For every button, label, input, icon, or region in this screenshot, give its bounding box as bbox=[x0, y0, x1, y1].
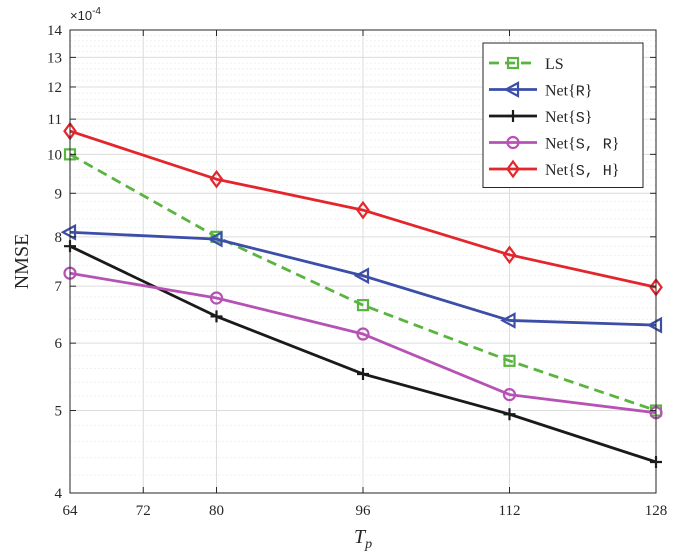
y-tick-label: 5 bbox=[55, 404, 63, 420]
series-line bbox=[69, 153, 657, 412]
series-line bbox=[69, 129, 657, 289]
data-point bbox=[353, 267, 370, 285]
legend-entry-label: LS bbox=[545, 56, 564, 73]
x-tick-label: 80 bbox=[209, 503, 224, 519]
x-tick-label: 64 bbox=[63, 503, 79, 519]
series-3 bbox=[63, 266, 663, 420]
x-tick-label: 96 bbox=[356, 503, 372, 519]
data-point bbox=[356, 299, 370, 312]
legend-marker bbox=[506, 56, 520, 70]
data-point bbox=[209, 291, 224, 305]
data-point bbox=[503, 354, 516, 367]
legend-marker bbox=[507, 110, 519, 122]
series-1 bbox=[60, 223, 663, 334]
data-point bbox=[500, 312, 516, 329]
data-point bbox=[210, 310, 223, 323]
y-axis-exponent: ×10-4 bbox=[70, 6, 101, 23]
legend-marker bbox=[503, 81, 520, 98]
series-line bbox=[69, 271, 657, 415]
y-tick-label: 6 bbox=[55, 336, 63, 352]
ticks: 64 72 80 96 112 128 4 5 6 7 8 9 10 11 12 13 14 bbox=[47, 23, 667, 519]
series-layer bbox=[60, 121, 663, 468]
data-point bbox=[357, 367, 369, 380]
legend-entry-label: Net{S} bbox=[545, 109, 592, 127]
data-point bbox=[502, 388, 517, 402]
y-tick-label: 14 bbox=[47, 23, 63, 39]
x-tick-label: 128 bbox=[645, 503, 668, 519]
y-tick-label: 10 bbox=[47, 147, 62, 163]
y-tick-label: 9 bbox=[55, 186, 63, 202]
x-tick-label: 72 bbox=[136, 503, 151, 519]
legend: LS Net{R} Net{S} Net{S, R} Net{S, H} bbox=[482, 42, 644, 188]
data-point bbox=[207, 230, 223, 248]
y-axis-label: NMSE bbox=[11, 234, 33, 290]
legend-marker bbox=[506, 159, 520, 179]
legend-entry-label: Net{S, H} bbox=[545, 162, 619, 180]
data-point bbox=[356, 200, 370, 220]
legend-marker bbox=[506, 135, 520, 150]
data-point bbox=[60, 223, 77, 241]
data-point bbox=[503, 408, 516, 421]
data-point bbox=[356, 327, 370, 341]
data-point bbox=[502, 245, 517, 265]
series-line bbox=[69, 230, 657, 327]
y-tick-label: 8 bbox=[55, 230, 63, 246]
legend-entry-label: Net{S, R} bbox=[545, 136, 619, 154]
y-tick-label: 7 bbox=[55, 279, 63, 295]
x-tick-label: 112 bbox=[499, 503, 521, 519]
y-tick-label: 13 bbox=[47, 50, 62, 66]
data-point bbox=[209, 169, 224, 189]
x-axis-label: Tp bbox=[354, 526, 372, 552]
y-tick-label: 11 bbox=[48, 112, 62, 128]
data-point bbox=[646, 316, 663, 334]
y-tick-label: 4 bbox=[55, 486, 63, 502]
legend-entry-label: Net{R} bbox=[545, 83, 592, 101]
y-tick-label: 12 bbox=[47, 80, 62, 96]
